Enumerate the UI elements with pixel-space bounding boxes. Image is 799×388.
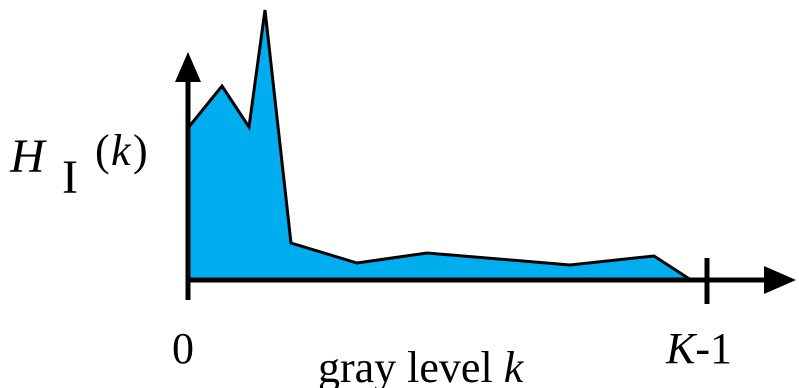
x-axis-arrowhead <box>764 266 796 294</box>
y-label-close-paren: ) <box>133 126 148 175</box>
x-origin-label: 0 <box>172 324 194 373</box>
histogram-area <box>186 9 697 282</box>
y-label-symbol: H <box>9 130 47 183</box>
x-axis-label-text: gray level <box>318 343 504 388</box>
x-end-label: K-1 <box>665 324 732 373</box>
x-end-label-var: K <box>665 324 698 373</box>
y-label-open-paren: ( <box>95 126 110 175</box>
y-label-argument: k <box>111 126 132 175</box>
x-end-label-suffix: -1 <box>695 324 732 373</box>
y-axis-arrowhead <box>175 52 201 82</box>
y-axis-label: H I ( k ) <box>9 126 148 204</box>
x-axis-label: gray level k <box>318 343 525 388</box>
x-axis-label-var: k <box>504 343 525 388</box>
y-label-subscript: I <box>62 151 78 204</box>
